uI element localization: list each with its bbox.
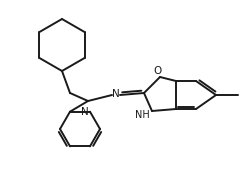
Text: NH: NH: [135, 110, 149, 120]
Text: N: N: [81, 107, 89, 117]
Text: N: N: [112, 89, 120, 99]
Text: O: O: [154, 66, 162, 76]
